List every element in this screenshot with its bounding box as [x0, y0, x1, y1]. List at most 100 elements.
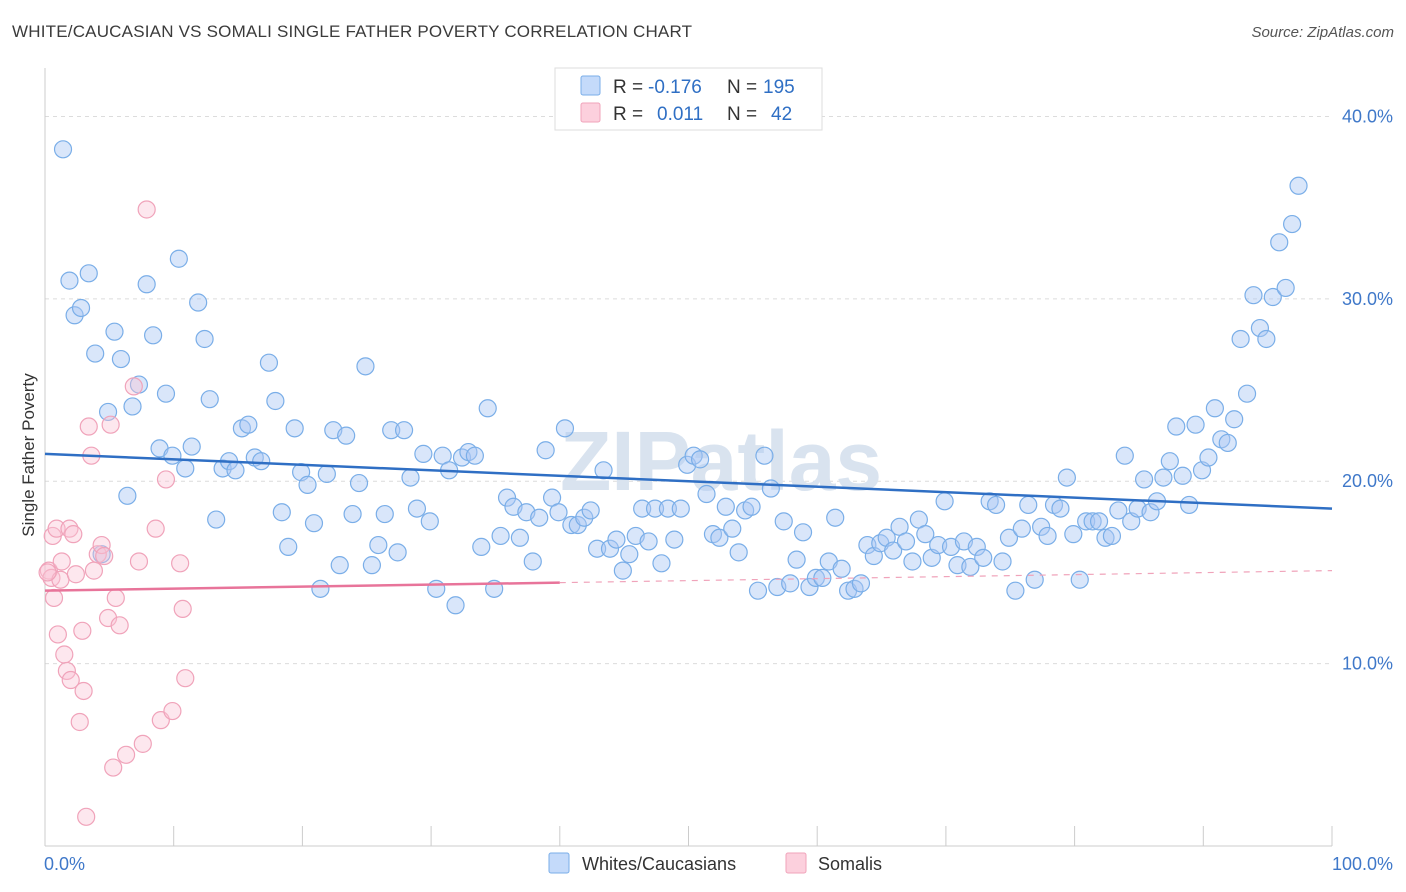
white-point-141 [961, 557, 980, 577]
white-point-92 [645, 499, 665, 518]
white-point-9 [111, 349, 131, 369]
white-point-175 [1180, 495, 1199, 515]
white-point-47 [356, 357, 375, 376]
white-point-124 [851, 574, 871, 593]
white-point-24 [207, 510, 226, 529]
x-tick-label-0: 0.0% [44, 854, 85, 874]
white-point-148 [1006, 581, 1025, 600]
somali-point-15 [73, 621, 92, 640]
white-point-113 [781, 574, 800, 593]
white-point-185 [1244, 286, 1263, 305]
white-point-50 [375, 504, 394, 524]
somali-point-23 [95, 546, 114, 566]
legend-n-value-1: 195 [763, 77, 795, 98]
white-point-192 [1289, 176, 1308, 195]
white-point-21 [189, 293, 208, 312]
somali-point-9 [57, 661, 76, 681]
white-point-121 [832, 559, 851, 578]
white-point-90 [633, 499, 652, 518]
axes [44, 68, 1333, 847]
white-point-80 [568, 515, 587, 535]
white-point-20 [182, 437, 201, 456]
white-point-45 [343, 504, 362, 524]
legend-n-label-1: N = [727, 77, 757, 98]
white-point-40 [311, 579, 330, 598]
somali-point-33 [137, 200, 156, 219]
somali-point-12 [64, 525, 83, 544]
legend-swatch-blue [580, 75, 601, 96]
white-point-99 [690, 450, 710, 469]
y-tick-label-2: 30.0% [1342, 289, 1393, 309]
white-point-112 [774, 512, 793, 531]
somali-point-13 [66, 565, 85, 584]
somali-point-27 [106, 588, 125, 608]
white-point-10 [118, 486, 137, 505]
white-point-31 [252, 452, 271, 471]
somali-point-20 [84, 561, 104, 580]
white-point-93 [652, 554, 671, 573]
white-point-191 [1283, 214, 1302, 234]
white-point-115 [793, 523, 813, 542]
white-point-143 [974, 548, 993, 567]
white-point-172 [1160, 452, 1179, 471]
white-point-109 [755, 446, 774, 465]
bottom-legend: Whites/Caucasians Somalis [548, 852, 882, 874]
white-point-57 [420, 512, 439, 531]
white-point-145 [986, 495, 1006, 515]
somali-point-41 [38, 563, 57, 582]
source-label: Source: ZipAtlas.com [1251, 24, 1394, 41]
white-point-41 [317, 464, 336, 484]
white-point-183 [1231, 329, 1250, 349]
white-point-85 [600, 539, 620, 558]
white-point-160 [1083, 512, 1102, 531]
white-point-102 [710, 528, 729, 547]
white-point-152 [1032, 517, 1051, 536]
white-point-17 [163, 446, 182, 465]
white-point-44 [337, 426, 356, 445]
somali-point-5 [48, 625, 67, 644]
somali-point-17 [77, 807, 96, 826]
white-point-171 [1154, 468, 1173, 487]
gridlines [45, 115, 1332, 665]
white-point-159 [1077, 512, 1096, 531]
white-point-66 [478, 399, 497, 418]
white-point-18 [169, 249, 188, 268]
white-point-189 [1270, 233, 1289, 252]
white-point-94 [658, 499, 678, 518]
trend-lines [44, 452, 1333, 592]
white-point-5 [86, 344, 105, 363]
bottom-legend-label-somalis: Somalis [818, 854, 882, 874]
white-point-1 [60, 271, 79, 290]
white-point-27 [226, 461, 245, 480]
series-whites-caucasians [53, 140, 1308, 615]
white-point-48 [362, 556, 381, 575]
white-point-107 [742, 497, 761, 516]
chart-title: WHITE/CAUCASIAN VS SOMALI SINGLE FATHER … [12, 22, 693, 41]
white-point-165 [1115, 446, 1134, 465]
white-point-23 [200, 390, 219, 409]
white-point-103 [716, 497, 735, 516]
white-point-73 [523, 552, 542, 571]
white-point-54 [401, 468, 420, 487]
white-point-83 [588, 539, 607, 558]
white-point-182 [1225, 410, 1244, 429]
y-tick-label-1: 20.0% [1342, 471, 1393, 491]
white-point-19 [176, 459, 195, 478]
legend-r-label-1: R = [613, 77, 643, 98]
white-point-13 [137, 275, 156, 294]
legend-n-label-2: N = [727, 104, 757, 125]
white-point-174 [1173, 466, 1192, 485]
white-point-53 [394, 421, 414, 440]
legend-swatch-pink [580, 102, 601, 123]
white-point-87 [613, 561, 632, 580]
white-point-58 [427, 579, 446, 598]
white-point-33 [266, 391, 285, 411]
white-point-56 [414, 444, 433, 463]
white-point-16 [156, 384, 176, 403]
series-somalis [38, 200, 195, 826]
white-point-86 [607, 530, 626, 549]
white-point-117 [806, 568, 826, 588]
legend-r-value-2: 0.011 [657, 104, 703, 125]
white-point-69 [497, 488, 517, 507]
